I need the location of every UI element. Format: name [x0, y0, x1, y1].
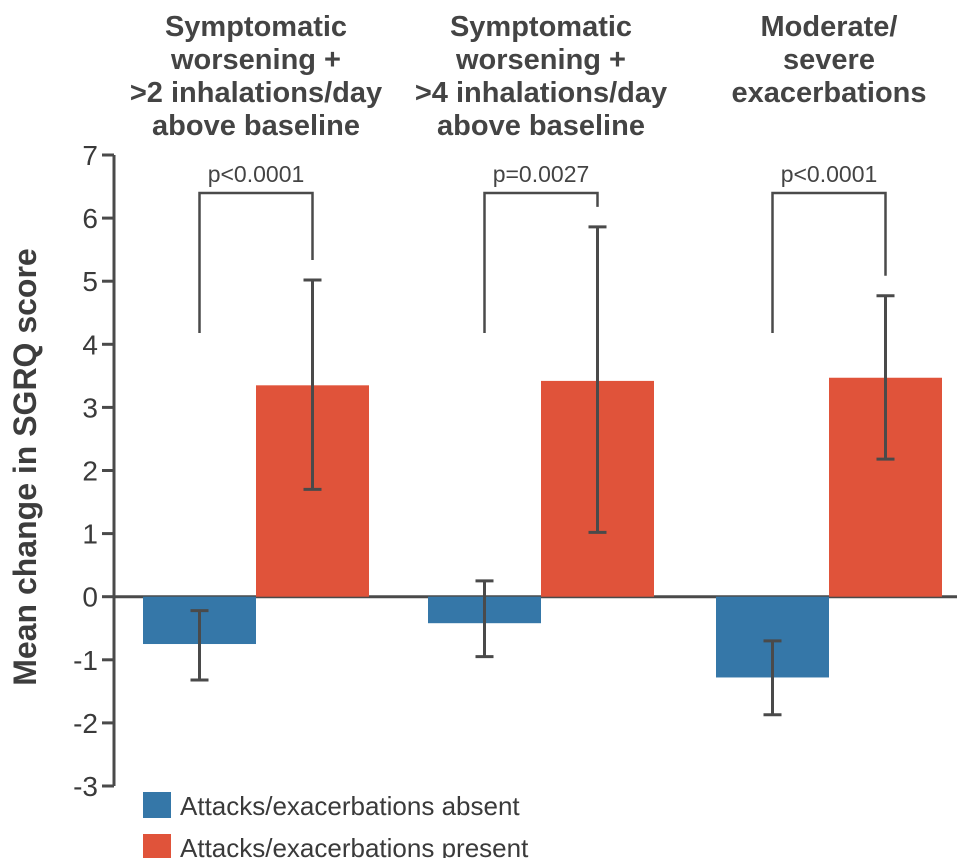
- significance-brackets: p<0.0001 p=0.0027 p<0.0001: [198, 161, 887, 333]
- y-axis-label: Mean change in SGRQ score: [7, 248, 43, 685]
- y-tick-label: 0: [82, 582, 98, 613]
- group-title-line: above baseline: [152, 110, 360, 142]
- significance-bracket: [483, 191, 599, 333]
- bars: [143, 377, 942, 678]
- p-value-label: p<0.0001: [208, 161, 305, 187]
- legend: Attacks/exacerbations absent Attacks/exac…: [143, 791, 529, 858]
- legend-swatch: [143, 792, 171, 818]
- legend-label: Attacks/exacerbations present: [180, 833, 529, 858]
- group-title-line: Symptomatic: [165, 11, 347, 43]
- y-tick-label: 3: [82, 392, 98, 423]
- group-title-line: >4 inhalations/day: [415, 77, 667, 109]
- error-bars: [190, 225, 895, 717]
- significance-bracket: [198, 191, 314, 333]
- y-tick-label: 2: [82, 456, 98, 487]
- group-title-line: above baseline: [437, 110, 645, 142]
- legend-label: Attacks/exacerbations absent: [180, 791, 520, 821]
- y-tick-label: 1: [82, 519, 98, 550]
- y-tick-label: 6: [82, 203, 98, 234]
- significance-bracket: [771, 191, 887, 333]
- group-title-line: >2 inhalations/day: [130, 77, 382, 109]
- group-title-line: Moderate/: [761, 11, 898, 43]
- p-value-label: p<0.0001: [781, 161, 878, 187]
- y-tick-label: -2: [73, 708, 98, 739]
- group-title-line: severe: [783, 44, 875, 76]
- y-tick-label: 5: [82, 266, 98, 297]
- group-title-line: exacerbations: [731, 77, 926, 109]
- y-tick-label: -1: [73, 645, 98, 676]
- group-title-line: worsening +: [455, 44, 626, 76]
- y-tick-label: 4: [82, 329, 98, 360]
- y-axis: 7 6 5 4 3 2 1 0 -1 -2 -3: [73, 140, 957, 802]
- group-title-line: worsening +: [170, 44, 341, 76]
- y-tick-label: 7: [82, 140, 98, 171]
- legend-swatch: [143, 834, 171, 858]
- p-value-label: p=0.0027: [493, 161, 590, 187]
- y-tick-label: -3: [73, 771, 98, 802]
- group-title-line: Symptomatic: [450, 11, 632, 43]
